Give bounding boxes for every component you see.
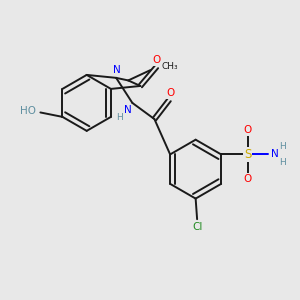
- Text: N: N: [124, 105, 132, 115]
- Text: O: O: [152, 55, 161, 65]
- Text: H: H: [280, 158, 286, 167]
- Text: H: H: [280, 142, 286, 151]
- Text: Cl: Cl: [193, 222, 203, 232]
- Text: N: N: [271, 149, 279, 159]
- Text: N: N: [113, 64, 121, 75]
- Text: CH₃: CH₃: [161, 62, 178, 71]
- Text: HO: HO: [20, 106, 36, 116]
- Text: O: O: [167, 88, 175, 98]
- Text: O: O: [244, 125, 252, 135]
- Text: H: H: [117, 113, 123, 122]
- Text: O: O: [244, 174, 252, 184]
- Text: S: S: [244, 148, 251, 161]
